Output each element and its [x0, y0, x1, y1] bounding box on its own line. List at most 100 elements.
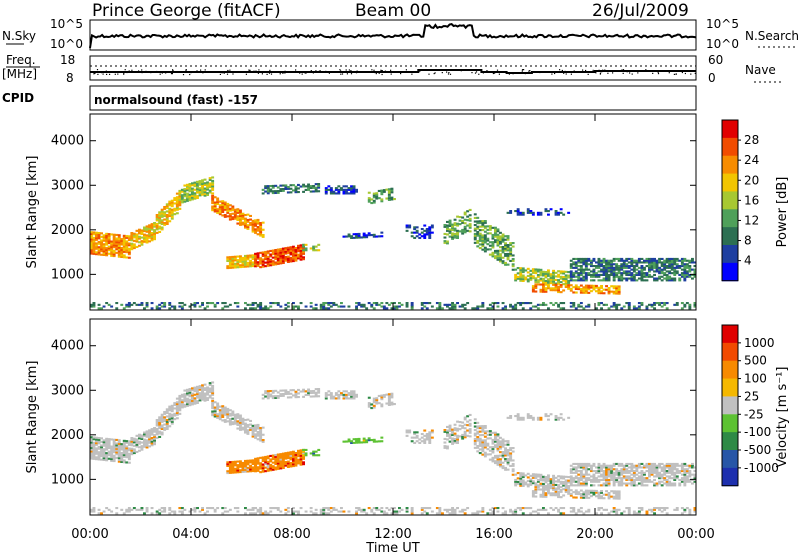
power-cell [208, 184, 212, 187]
power-cell [466, 215, 470, 218]
power-cell [297, 257, 300, 260]
power-cell [668, 272, 672, 275]
power-cell [622, 305, 626, 308]
velocity-cell [499, 447, 502, 450]
velocity-cell [494, 431, 497, 434]
power-cell [579, 279, 583, 282]
power-cell [483, 225, 487, 228]
power-cell [559, 302, 563, 305]
velocity-cell [564, 490, 568, 493]
power-cell [329, 188, 333, 191]
velocity-cell [155, 436, 159, 439]
power-cell [292, 252, 295, 255]
power-cell [506, 252, 510, 255]
power-cell [193, 303, 197, 306]
power-cell [468, 214, 472, 217]
power-cell [158, 216, 162, 219]
velocity-cell [122, 454, 126, 457]
power-cell [499, 255, 502, 258]
velocity-cell [577, 510, 581, 513]
velocity-cell [294, 452, 298, 455]
power-cell [595, 273, 598, 276]
power-cell [557, 279, 560, 282]
power-cell [514, 277, 518, 280]
power-cell [481, 236, 485, 239]
power-cell [663, 303, 667, 306]
power-cell [501, 237, 505, 240]
velocity-cell [607, 482, 611, 485]
power-cell [274, 256, 278, 259]
power-cell [504, 242, 507, 245]
power-cell [453, 224, 457, 227]
velocity-cell [183, 508, 187, 511]
nave-point [419, 70, 421, 72]
power-cell [375, 194, 379, 197]
velocity-cell [511, 464, 515, 467]
power-cell [557, 280, 560, 283]
velocity-cell [342, 397, 346, 400]
power-cell [617, 303, 621, 306]
power-cell [251, 230, 255, 233]
velocity-cell [208, 387, 212, 390]
nave-point [531, 71, 533, 73]
power-cell [92, 231, 96, 234]
power-cell [554, 285, 558, 288]
power-cell [259, 302, 263, 305]
power-cell [122, 307, 126, 310]
velocity-cell [405, 434, 409, 437]
power-cell [600, 261, 603, 264]
power-cell [516, 211, 520, 214]
power-cell [107, 249, 111, 252]
power-cell [155, 222, 159, 225]
velocity-cell [572, 477, 576, 480]
power-cell [658, 268, 661, 271]
velocity-cell [180, 402, 184, 405]
power-cell [670, 263, 674, 266]
velocity-cell [637, 478, 641, 481]
power-cell [430, 305, 434, 308]
power-cell [183, 193, 187, 196]
velocity-cell [420, 433, 424, 436]
power-cell [132, 245, 136, 248]
power-cell [191, 191, 194, 194]
power-cell [266, 261, 270, 264]
velocity-cell [572, 496, 576, 499]
power-cell [640, 273, 644, 276]
velocity-cell [481, 428, 485, 431]
velocity-cell [387, 395, 391, 398]
power-cell [276, 255, 280, 258]
power-cell [264, 185, 268, 188]
velocity-cell [620, 468, 624, 471]
power-cell [375, 302, 379, 305]
power-cell [160, 215, 164, 218]
power-cell [410, 231, 414, 234]
power-cell [367, 302, 371, 305]
power-cell [122, 250, 126, 253]
power-cell [372, 235, 376, 238]
velocity-cell [554, 476, 558, 479]
power-cell [140, 303, 144, 306]
power-cell [239, 223, 242, 226]
power-cell [274, 249, 278, 252]
velocity-cell [297, 512, 300, 515]
velocity-cell [138, 446, 141, 449]
power-cell [228, 259, 232, 262]
power-cell [127, 253, 131, 256]
velocity-cell [655, 473, 659, 476]
velocity-cell [239, 463, 242, 466]
power-cell [516, 277, 520, 280]
velocity-cell [567, 476, 571, 479]
power-cell [688, 259, 692, 262]
nave-label: Nave [745, 63, 776, 77]
velocity-cell [337, 395, 341, 398]
velocity-cell [175, 408, 179, 411]
velocity-cell [413, 441, 417, 444]
velocity-cell [617, 490, 621, 493]
power-cell [274, 263, 278, 266]
nave-point [139, 71, 141, 73]
power-cell [236, 208, 240, 211]
power-cell [327, 307, 331, 310]
velocity-cell [587, 508, 591, 511]
velocity-cell [559, 507, 563, 510]
velocity-cell [390, 512, 394, 515]
